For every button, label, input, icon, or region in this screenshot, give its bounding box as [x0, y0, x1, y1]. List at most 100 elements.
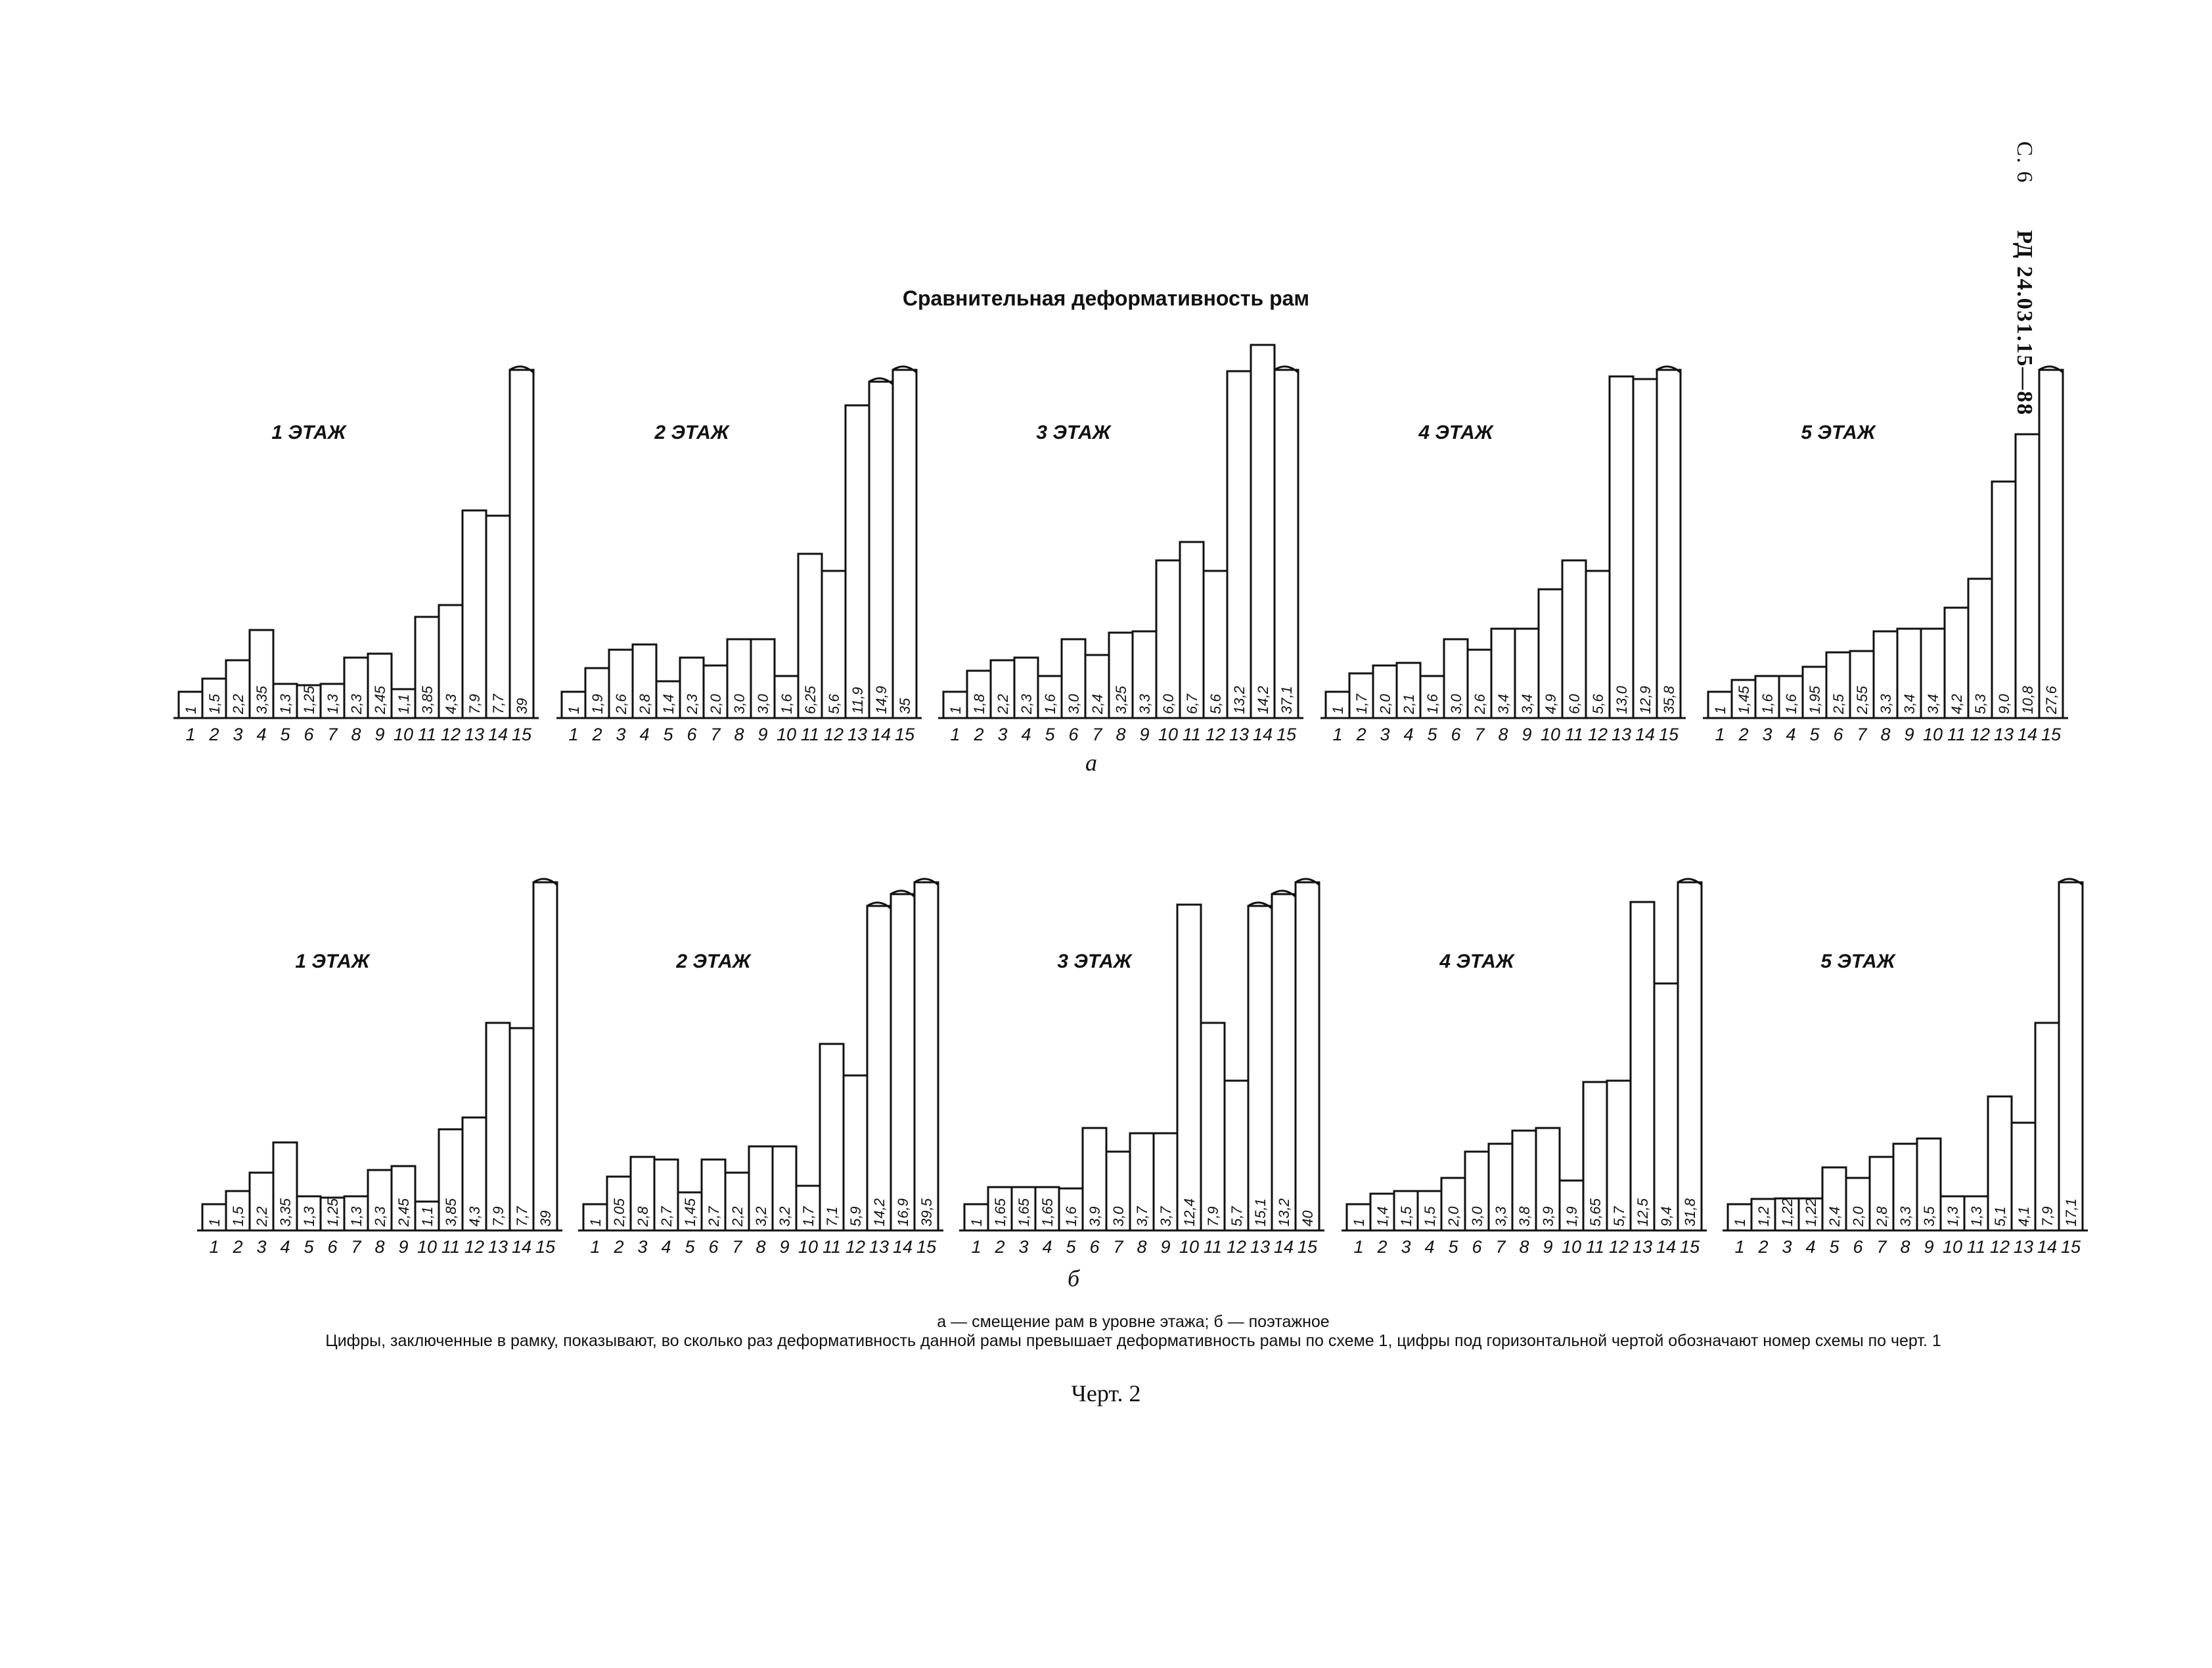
tick-label-10-14: 14	[2037, 1237, 2057, 1257]
tick-label-9-5: 5	[1448, 1237, 1458, 1257]
value-label-9-2: 1,4	[1374, 1206, 1391, 1227]
chart-title-7: 2 ЭТАЖ	[675, 951, 752, 972]
bar-1-3	[225, 659, 251, 719]
chart-title-6: 1 ЭТАЖ	[295, 951, 371, 972]
bar-10-15	[2058, 881, 2084, 1232]
bar-3-12	[1202, 570, 1229, 719]
tick-label-5-6: 6	[1833, 725, 1843, 744]
value-label-10-14: 7,9	[2039, 1206, 2056, 1227]
value-label-9-5: 2,0	[1445, 1206, 1462, 1227]
tick-label-3-2: 2	[973, 725, 983, 744]
tick-label-9-11: 11	[1586, 1237, 1604, 1257]
tick-label-5-9: 9	[1904, 725, 1914, 744]
tick-label-8-9: 9	[1160, 1237, 1170, 1257]
value-label-9-3: 1,5	[1398, 1206, 1414, 1227]
value-label-8-5: 1,6	[1063, 1206, 1079, 1227]
tick-label-5-13: 13	[1994, 725, 2014, 744]
value-label-8-1: 1	[968, 1219, 985, 1227]
tick-label-6-6: 6	[327, 1237, 338, 1257]
bar-4-14	[1632, 378, 1658, 719]
value-label-8-10: 12,4	[1181, 1198, 1198, 1227]
bar-break-4-15	[1656, 365, 1681, 374]
value-label-2-9: 3,0	[755, 694, 771, 714]
value-label-8-2: 1,65	[992, 1198, 1008, 1227]
value-label-6-14: 7,7	[514, 1206, 530, 1227]
tick-label-9-15: 15	[1680, 1237, 1700, 1257]
value-label-8-4: 1,65	[1039, 1198, 1056, 1227]
tick-label-10-3: 3	[1782, 1237, 1792, 1257]
tick-label-8-5: 5	[1066, 1237, 1076, 1257]
value-label-1-12: 4,3	[443, 694, 459, 714]
bar-1-15	[508, 369, 535, 719]
value-label-4-10: 4,9	[1543, 694, 1559, 714]
tick-label-8-8: 8	[1137, 1237, 1146, 1257]
tick-label-5-10: 10	[1923, 725, 1943, 744]
tick-label-10-7: 7	[1876, 1237, 1887, 1257]
value-label-9-13: 12,5	[1635, 1198, 1651, 1227]
tick-label-9-8: 8	[1519, 1237, 1529, 1257]
tick-label-7-15: 15	[916, 1237, 937, 1257]
tick-label-1-3: 3	[233, 725, 242, 744]
tick-label-7-5: 5	[685, 1237, 695, 1257]
bar-7-14	[890, 893, 916, 1232]
tick-label-5-1: 1	[1715, 725, 1725, 744]
bar-break-6-15	[533, 878, 558, 886]
bar-1-1	[177, 690, 204, 719]
bar-10-10	[1939, 1195, 1966, 1232]
value-label-3-1: 1	[947, 706, 964, 714]
tick-label-7-14: 14	[893, 1237, 913, 1257]
tick-label-5-3: 3	[1762, 725, 1772, 744]
figure-label: Черт. 2	[1071, 1380, 1141, 1407]
value-label-1-5: 1,3	[277, 694, 294, 714]
tick-label-8-2: 2	[994, 1237, 1004, 1257]
tick-label-3-9: 9	[1139, 725, 1149, 744]
tick-label-3-8: 8	[1116, 725, 1125, 744]
tick-label-2-2: 2	[591, 725, 602, 744]
tick-label-7-6: 6	[708, 1237, 719, 1257]
tick-label-5-2: 2	[1738, 725, 1748, 744]
value-label-2-15: 35	[897, 698, 913, 714]
bar-6-13	[485, 1022, 511, 1232]
bar-9-15	[1677, 881, 1703, 1232]
bar-2-10	[773, 675, 800, 719]
bar-5-4	[1778, 675, 1804, 719]
value-label-6-9: 2,45	[395, 1198, 412, 1227]
value-label-5-7: 2,55	[1854, 685, 1870, 715]
value-label-9-9: 3,9	[1540, 1206, 1556, 1227]
tick-label-6-14: 14	[512, 1237, 531, 1257]
value-label-5-5: 1,95	[1807, 685, 1823, 714]
tick-label-1-13: 13	[464, 725, 484, 744]
bar-9-14	[1653, 982, 1679, 1232]
bar-3-1	[942, 690, 968, 719]
tick-label-5-8: 8	[1880, 725, 1890, 744]
value-label-1-15: 39	[514, 698, 530, 714]
tick-label-4-6: 6	[1451, 725, 1461, 744]
tick-label-4-5: 5	[1427, 725, 1437, 744]
tick-label-1-2: 2	[208, 725, 219, 744]
tick-label-5-14: 14	[2018, 725, 2037, 744]
value-label-2-8: 3,0	[731, 694, 748, 714]
tick-label-7-3: 3	[637, 1237, 647, 1257]
tick-label-8-3: 3	[1018, 1237, 1028, 1257]
bar-7-5	[677, 1191, 703, 1232]
tick-label-2-5: 5	[663, 725, 673, 744]
value-label-4-8: 3,4	[1495, 694, 1512, 714]
value-label-2-3: 2,6	[613, 694, 629, 715]
value-label-6-7: 1,3	[348, 1206, 365, 1227]
value-label-3-5: 1,6	[1042, 694, 1058, 714]
tick-label-10-8: 8	[1900, 1237, 1910, 1257]
bar-4-11	[1561, 559, 1587, 719]
value-label-7-1: 1	[587, 1219, 604, 1227]
value-label-2-10: 1,6	[779, 694, 795, 714]
chart-title-4: 4 ЭТАЖ	[1418, 422, 1494, 443]
value-label-6-4: 3,35	[277, 1198, 294, 1227]
tick-label-2-10: 10	[777, 725, 796, 744]
value-label-10-9: 3,5	[1921, 1206, 1937, 1227]
tick-label-6-13: 13	[488, 1237, 508, 1257]
bar-9-11	[1582, 1081, 1608, 1232]
value-label-2-1: 1	[566, 706, 582, 714]
tick-label-4-15: 15	[1659, 725, 1679, 744]
value-label-5-4: 1,6	[1783, 694, 1799, 714]
value-label-2-12: 5,6	[826, 694, 842, 714]
